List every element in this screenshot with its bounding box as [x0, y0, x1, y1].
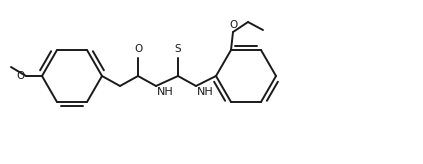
Text: O: O: [17, 71, 25, 81]
Text: S: S: [175, 44, 181, 54]
Text: NH: NH: [157, 87, 174, 97]
Text: O: O: [229, 20, 237, 30]
Text: O: O: [134, 44, 142, 54]
Text: NH: NH: [197, 87, 214, 97]
